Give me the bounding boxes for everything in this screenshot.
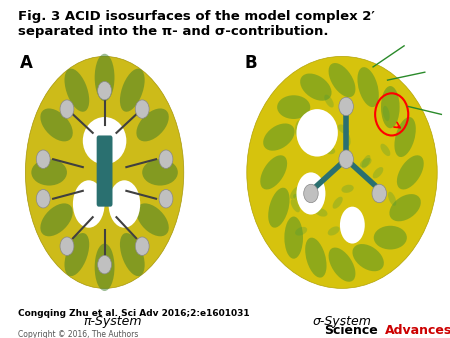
Ellipse shape [324,95,334,107]
FancyBboxPatch shape [97,136,112,207]
Ellipse shape [295,120,302,136]
Ellipse shape [295,227,307,236]
Ellipse shape [136,108,169,141]
Ellipse shape [293,194,305,203]
Text: Fig. 3 ACID isosurfaces of the model complex 2′ separated into the π- and σ-cont: Fig. 3 ACID isosurfaces of the model com… [18,10,375,38]
Ellipse shape [260,155,287,190]
Ellipse shape [300,74,332,101]
Ellipse shape [305,238,327,277]
Ellipse shape [323,146,335,154]
Ellipse shape [328,63,356,97]
Ellipse shape [383,106,390,121]
Circle shape [339,150,353,168]
Text: σ-System: σ-System [313,315,371,328]
Ellipse shape [352,244,384,271]
Ellipse shape [32,159,67,186]
Ellipse shape [64,69,89,112]
Ellipse shape [40,203,73,236]
Ellipse shape [290,187,300,199]
Ellipse shape [25,56,184,288]
Ellipse shape [333,197,343,209]
Ellipse shape [381,86,400,128]
Ellipse shape [263,123,295,151]
Circle shape [339,97,353,116]
Ellipse shape [297,109,338,156]
Ellipse shape [388,192,396,206]
Ellipse shape [373,167,383,178]
Ellipse shape [277,95,310,119]
Circle shape [135,237,149,256]
Ellipse shape [360,158,372,167]
Text: B: B [245,54,257,72]
Text: Congqing Zhu et al. Sci Adv 2016;2:e1601031: Congqing Zhu et al. Sci Adv 2016;2:e1601… [18,309,250,318]
Ellipse shape [94,244,114,291]
Ellipse shape [389,194,421,221]
Circle shape [36,150,50,168]
Ellipse shape [338,124,349,134]
Text: Science: Science [324,324,378,337]
Ellipse shape [120,233,144,276]
Ellipse shape [342,185,354,193]
Circle shape [159,150,173,168]
Text: A: A [19,54,32,72]
Ellipse shape [328,226,340,236]
Ellipse shape [340,207,365,244]
Text: Advances: Advances [385,324,450,337]
Circle shape [159,190,173,208]
Circle shape [372,184,387,203]
Ellipse shape [297,172,325,215]
Ellipse shape [380,144,390,156]
Ellipse shape [247,56,437,288]
Ellipse shape [120,69,144,112]
Ellipse shape [142,159,178,186]
Ellipse shape [394,117,416,157]
Ellipse shape [397,155,424,190]
Circle shape [60,237,74,256]
Ellipse shape [64,233,89,276]
Ellipse shape [315,208,328,217]
Ellipse shape [94,54,114,101]
Ellipse shape [108,180,140,228]
Ellipse shape [328,247,356,282]
Circle shape [304,184,318,203]
Circle shape [60,100,74,118]
Circle shape [98,256,112,274]
Text: π-System: π-System [83,315,142,328]
Circle shape [36,190,50,208]
Ellipse shape [357,67,379,107]
Ellipse shape [306,193,315,206]
Ellipse shape [83,117,126,165]
Ellipse shape [362,155,370,169]
Ellipse shape [291,199,300,212]
Ellipse shape [136,203,169,236]
Circle shape [98,81,112,100]
Ellipse shape [40,108,73,141]
Circle shape [135,100,149,118]
Ellipse shape [268,188,290,228]
Ellipse shape [343,131,351,146]
Ellipse shape [284,217,303,259]
Ellipse shape [73,180,104,228]
Ellipse shape [374,226,407,249]
Text: Copyright © 2016, The Authors: Copyright © 2016, The Authors [18,330,139,338]
